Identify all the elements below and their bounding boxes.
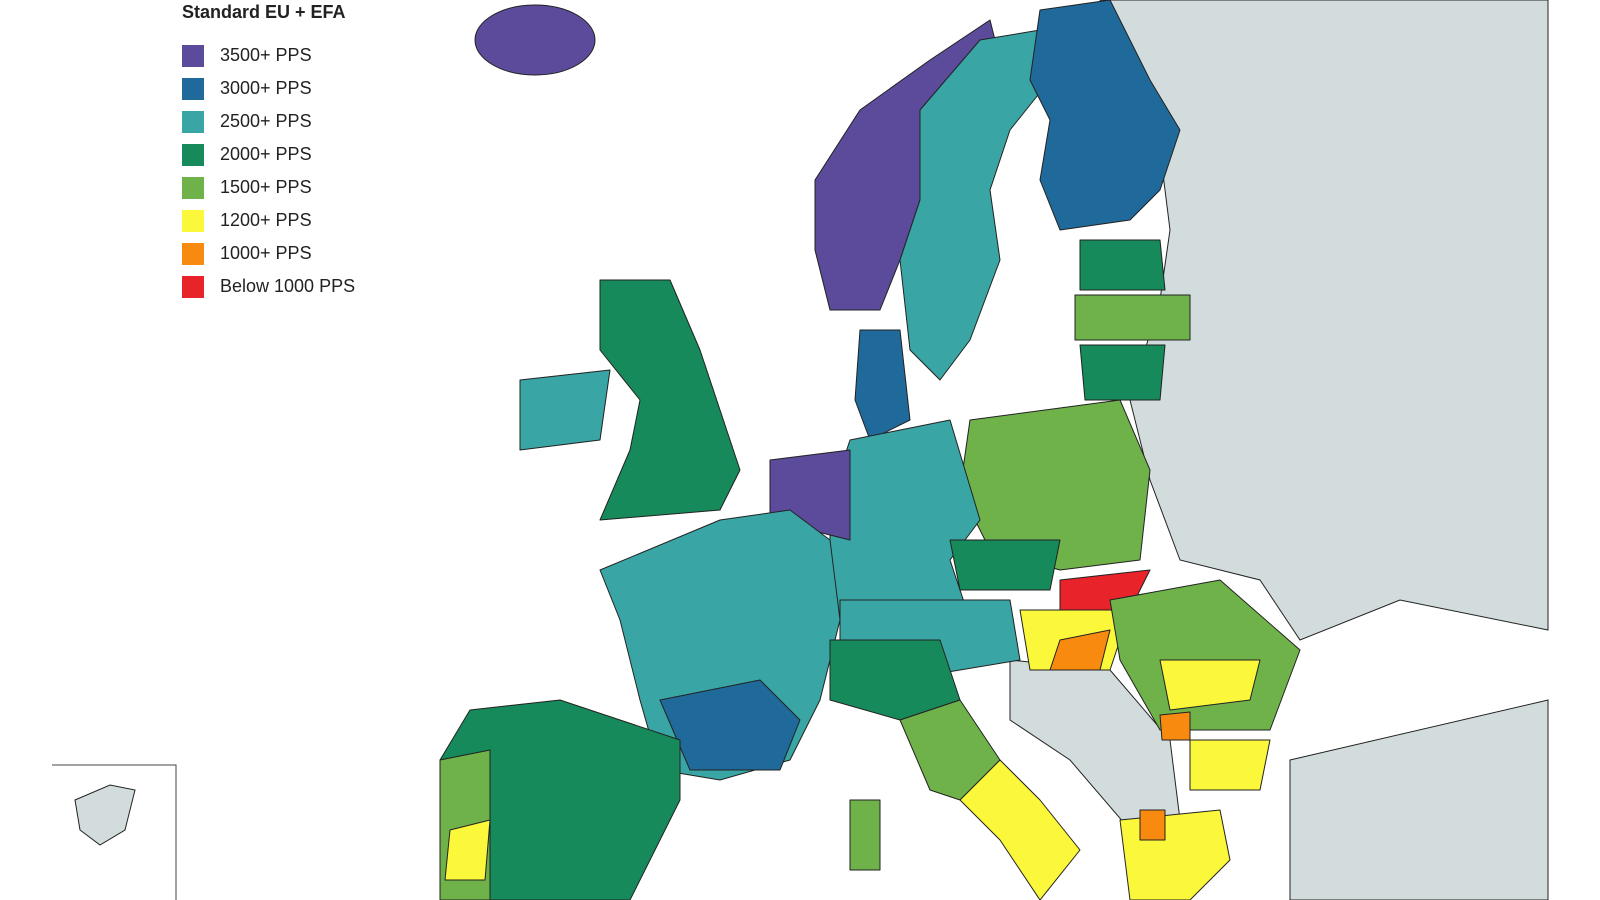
region [1159, 659, 1261, 711]
region [519, 369, 611, 451]
legend-label: Below 1000 PPS [220, 276, 355, 296]
region [1049, 629, 1111, 671]
non-member-southeast [1289, 699, 1549, 900]
region [1139, 809, 1166, 841]
region [849, 799, 881, 871]
region [444, 819, 491, 881]
legend-swatch [182, 177, 204, 199]
region [659, 679, 801, 771]
legend: Standard EU + EFA 3500+ PPS 3000+ PPS 2500… [182, 2, 355, 298]
inset [52, 764, 177, 900]
legend-label: 2000+ PPS [220, 144, 312, 164]
legend-label: 1000+ PPS [220, 243, 312, 263]
legend-swatch [182, 276, 204, 298]
region [1074, 294, 1191, 341]
legend-label: 3000+ PPS [220, 78, 312, 98]
legend-swatch [182, 78, 204, 100]
legend-swatch [182, 45, 204, 67]
legend-title: Standard EU + EFA [182, 2, 346, 22]
region [1159, 711, 1191, 741]
region [854, 329, 911, 441]
region [1109, 579, 1301, 731]
legend-label: 3500+ PPS [220, 45, 312, 65]
legend-swatch [182, 210, 204, 232]
region [1029, 0, 1181, 231]
region [1189, 739, 1271, 791]
legend-swatch [182, 111, 204, 133]
region [1079, 239, 1166, 291]
region [1079, 344, 1166, 401]
region [949, 539, 1061, 591]
region [474, 4, 596, 76]
region [959, 759, 1081, 900]
legend-label: 1500+ PPS [220, 177, 312, 197]
legend-label: 1200+ PPS [220, 210, 312, 230]
legend-swatch [182, 243, 204, 265]
legend-swatch [182, 144, 204, 166]
legend-label: 2500+ PPS [220, 111, 312, 131]
region [599, 279, 741, 521]
region [829, 419, 981, 631]
regions [439, 0, 1301, 900]
